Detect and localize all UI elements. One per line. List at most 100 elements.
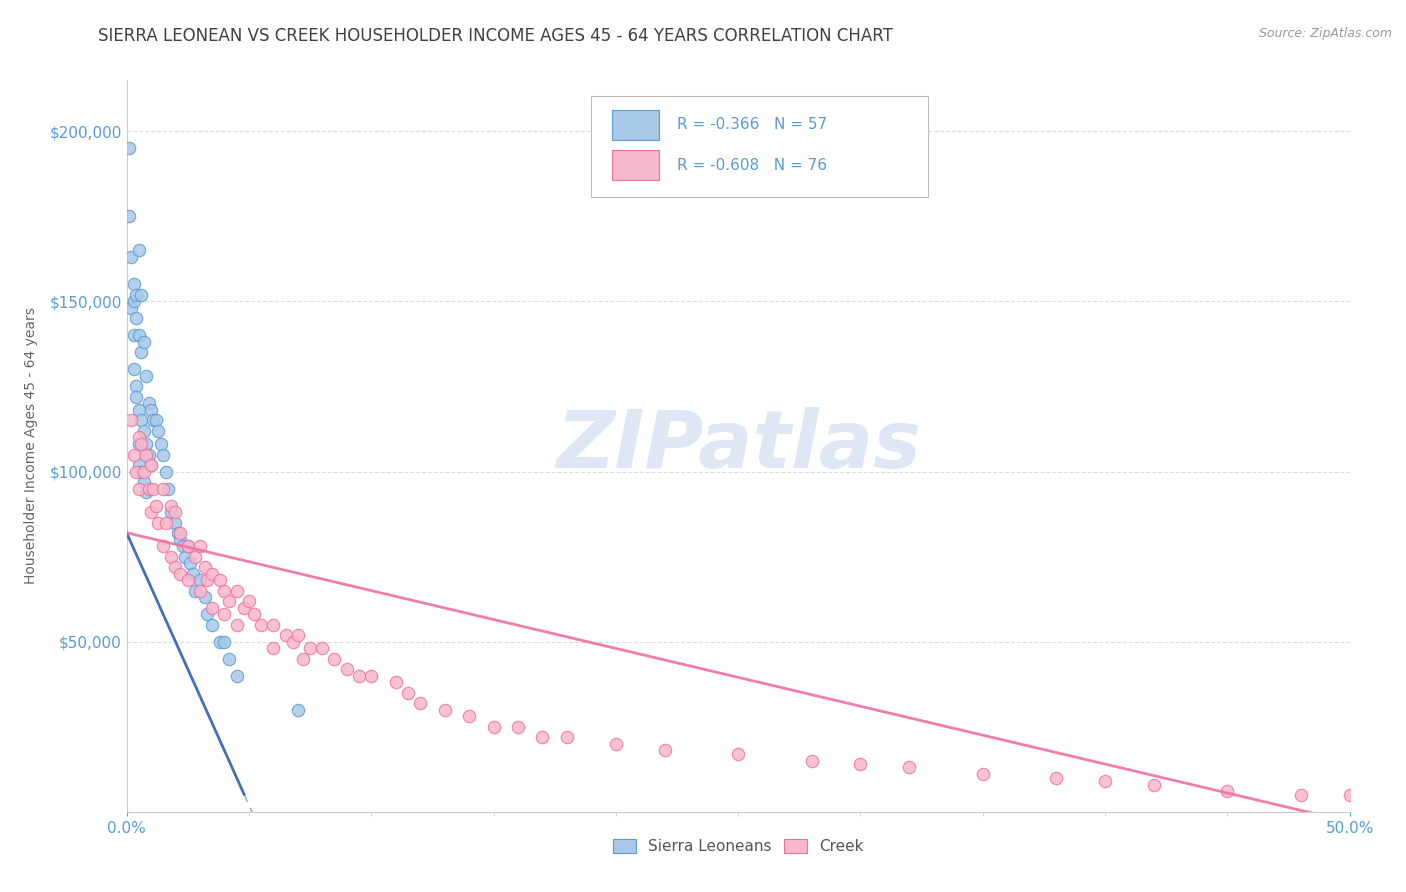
Point (120, 413, 142, 427)
Point (384, 675, 406, 690)
Point (128, 244, 150, 258)
Point (132, 465, 155, 479)
Point (155, 465, 177, 479)
Point (125, 311, 148, 326)
Point (1339, 788, 1361, 802)
Point (250, 617, 273, 632)
Point (169, 525, 191, 540)
Point (157, 482, 180, 496)
Point (152, 448, 174, 462)
Point (898, 760, 921, 774)
Point (274, 628, 297, 642)
Point (262, 617, 284, 632)
Point (142, 413, 165, 427)
Point (972, 767, 994, 781)
Point (323, 651, 346, 665)
Point (1216, 784, 1239, 798)
Text: SIERRA LEONEAN VS CREEK HOUSEHOLDER INCOME AGES 45 - 64 YEARS CORRELATION CHART: SIERRA LEONEAN VS CREEK HOUSEHOLDER INCO… (98, 27, 893, 45)
FancyBboxPatch shape (592, 96, 928, 197)
Point (135, 484, 157, 499)
Point (152, 482, 174, 496)
Point (167, 525, 190, 540)
Point (122, 362, 145, 376)
Y-axis label: Householder Income Ages 45 - 64 years: Householder Income Ages 45 - 64 years (24, 308, 38, 584)
Point (132, 424, 155, 438)
Point (208, 634, 231, 648)
Point (132, 335, 155, 350)
Point (159, 499, 181, 513)
Point (184, 583, 207, 598)
Bar (612, 150, 658, 180)
Point (482, 720, 505, 734)
Point (218, 651, 240, 665)
Point (125, 390, 148, 404)
Point (132, 475, 155, 489)
Point (194, 559, 217, 574)
Point (195, 574, 218, 588)
Text: Source: ZipAtlas.com: Source: ZipAtlas.com (1258, 27, 1392, 40)
Point (118, 210, 141, 224)
Point (138, 482, 160, 496)
Point (129, 437, 152, 451)
Point (129, 345, 152, 359)
Point (287, 628, 309, 642)
Point (555, 730, 578, 744)
Text: R = -0.366   N = 57: R = -0.366 N = 57 (678, 118, 827, 132)
Point (1143, 777, 1166, 791)
Point (214, 583, 236, 598)
Point (184, 549, 207, 564)
Point (181, 566, 204, 581)
Point (139, 403, 162, 417)
Point (195, 607, 218, 622)
Point (128, 458, 150, 472)
Point (152, 540, 174, 554)
Bar (612, 110, 658, 140)
Point (208, 574, 231, 588)
Point (1045, 771, 1067, 785)
Point (458, 709, 481, 723)
Point (531, 730, 554, 744)
Point (225, 668, 247, 682)
Point (291, 651, 314, 665)
Point (138, 396, 160, 410)
Point (138, 448, 160, 462)
Point (727, 747, 749, 761)
Point (433, 703, 456, 717)
Point (281, 634, 304, 648)
Point (165, 505, 187, 519)
Point (128, 482, 150, 496)
Point (506, 720, 529, 734)
Point (177, 540, 200, 554)
Point (125, 379, 148, 393)
Point (122, 294, 145, 309)
Point (125, 465, 148, 479)
Point (238, 594, 260, 608)
Point (139, 458, 162, 472)
Point (129, 465, 152, 479)
Point (360, 668, 382, 682)
Point (214, 607, 236, 622)
Text: R = -0.608   N = 76: R = -0.608 N = 76 (678, 158, 827, 173)
Point (336, 662, 359, 676)
Point (129, 413, 152, 427)
Text: ZIPatlas: ZIPatlas (555, 407, 921, 485)
Point (849, 757, 872, 772)
Point (165, 516, 187, 530)
Point (218, 594, 240, 608)
Point (201, 566, 224, 581)
Point (654, 743, 676, 757)
Point (201, 617, 224, 632)
Point (347, 668, 370, 682)
Point (159, 505, 181, 519)
Point (242, 607, 264, 622)
Point (125, 287, 148, 301)
Point (148, 424, 170, 438)
Point (135, 437, 157, 451)
Point (155, 516, 177, 530)
Point (409, 696, 432, 710)
Point (122, 448, 145, 462)
Point (177, 574, 200, 588)
Point (1289, 788, 1312, 802)
Point (169, 533, 191, 547)
Point (194, 591, 217, 605)
